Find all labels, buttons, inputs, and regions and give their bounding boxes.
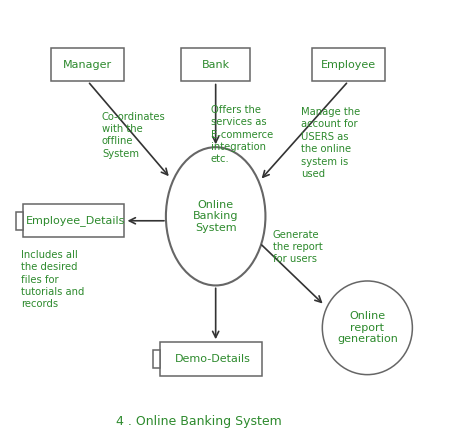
Text: Demo-Details: Demo-Details xyxy=(175,354,251,364)
Text: Online
report
generation: Online report generation xyxy=(337,311,398,344)
FancyBboxPatch shape xyxy=(16,211,23,230)
Text: Online
Banking
System: Online Banking System xyxy=(193,200,238,233)
Text: Offers the
services as
E-commerce
integration
etc.: Offers the services as E-commerce integr… xyxy=(211,105,273,165)
Ellipse shape xyxy=(166,147,265,285)
Text: Bank: Bank xyxy=(201,60,230,70)
Text: Includes all
the desired
files for
tutorials and
records: Includes all the desired files for tutor… xyxy=(21,250,85,310)
FancyBboxPatch shape xyxy=(160,343,262,376)
FancyBboxPatch shape xyxy=(23,204,124,237)
Text: Manage the
account for
USERS as
the online
system is
used: Manage the account for USERS as the onli… xyxy=(301,107,360,179)
FancyBboxPatch shape xyxy=(311,48,385,81)
Text: Manager: Manager xyxy=(63,60,112,70)
Text: Employee: Employee xyxy=(321,60,376,70)
Text: Co-ordinates
with the
offline
System: Co-ordinates with the offline System xyxy=(102,112,165,159)
FancyBboxPatch shape xyxy=(181,48,250,81)
FancyBboxPatch shape xyxy=(51,48,124,81)
Text: 4 . Online Banking System: 4 . Online Banking System xyxy=(116,415,282,428)
Text: Generate
the report
for users: Generate the report for users xyxy=(273,230,322,264)
FancyBboxPatch shape xyxy=(153,350,160,368)
Text: Employee_Details: Employee_Details xyxy=(26,215,126,226)
Ellipse shape xyxy=(322,281,412,375)
